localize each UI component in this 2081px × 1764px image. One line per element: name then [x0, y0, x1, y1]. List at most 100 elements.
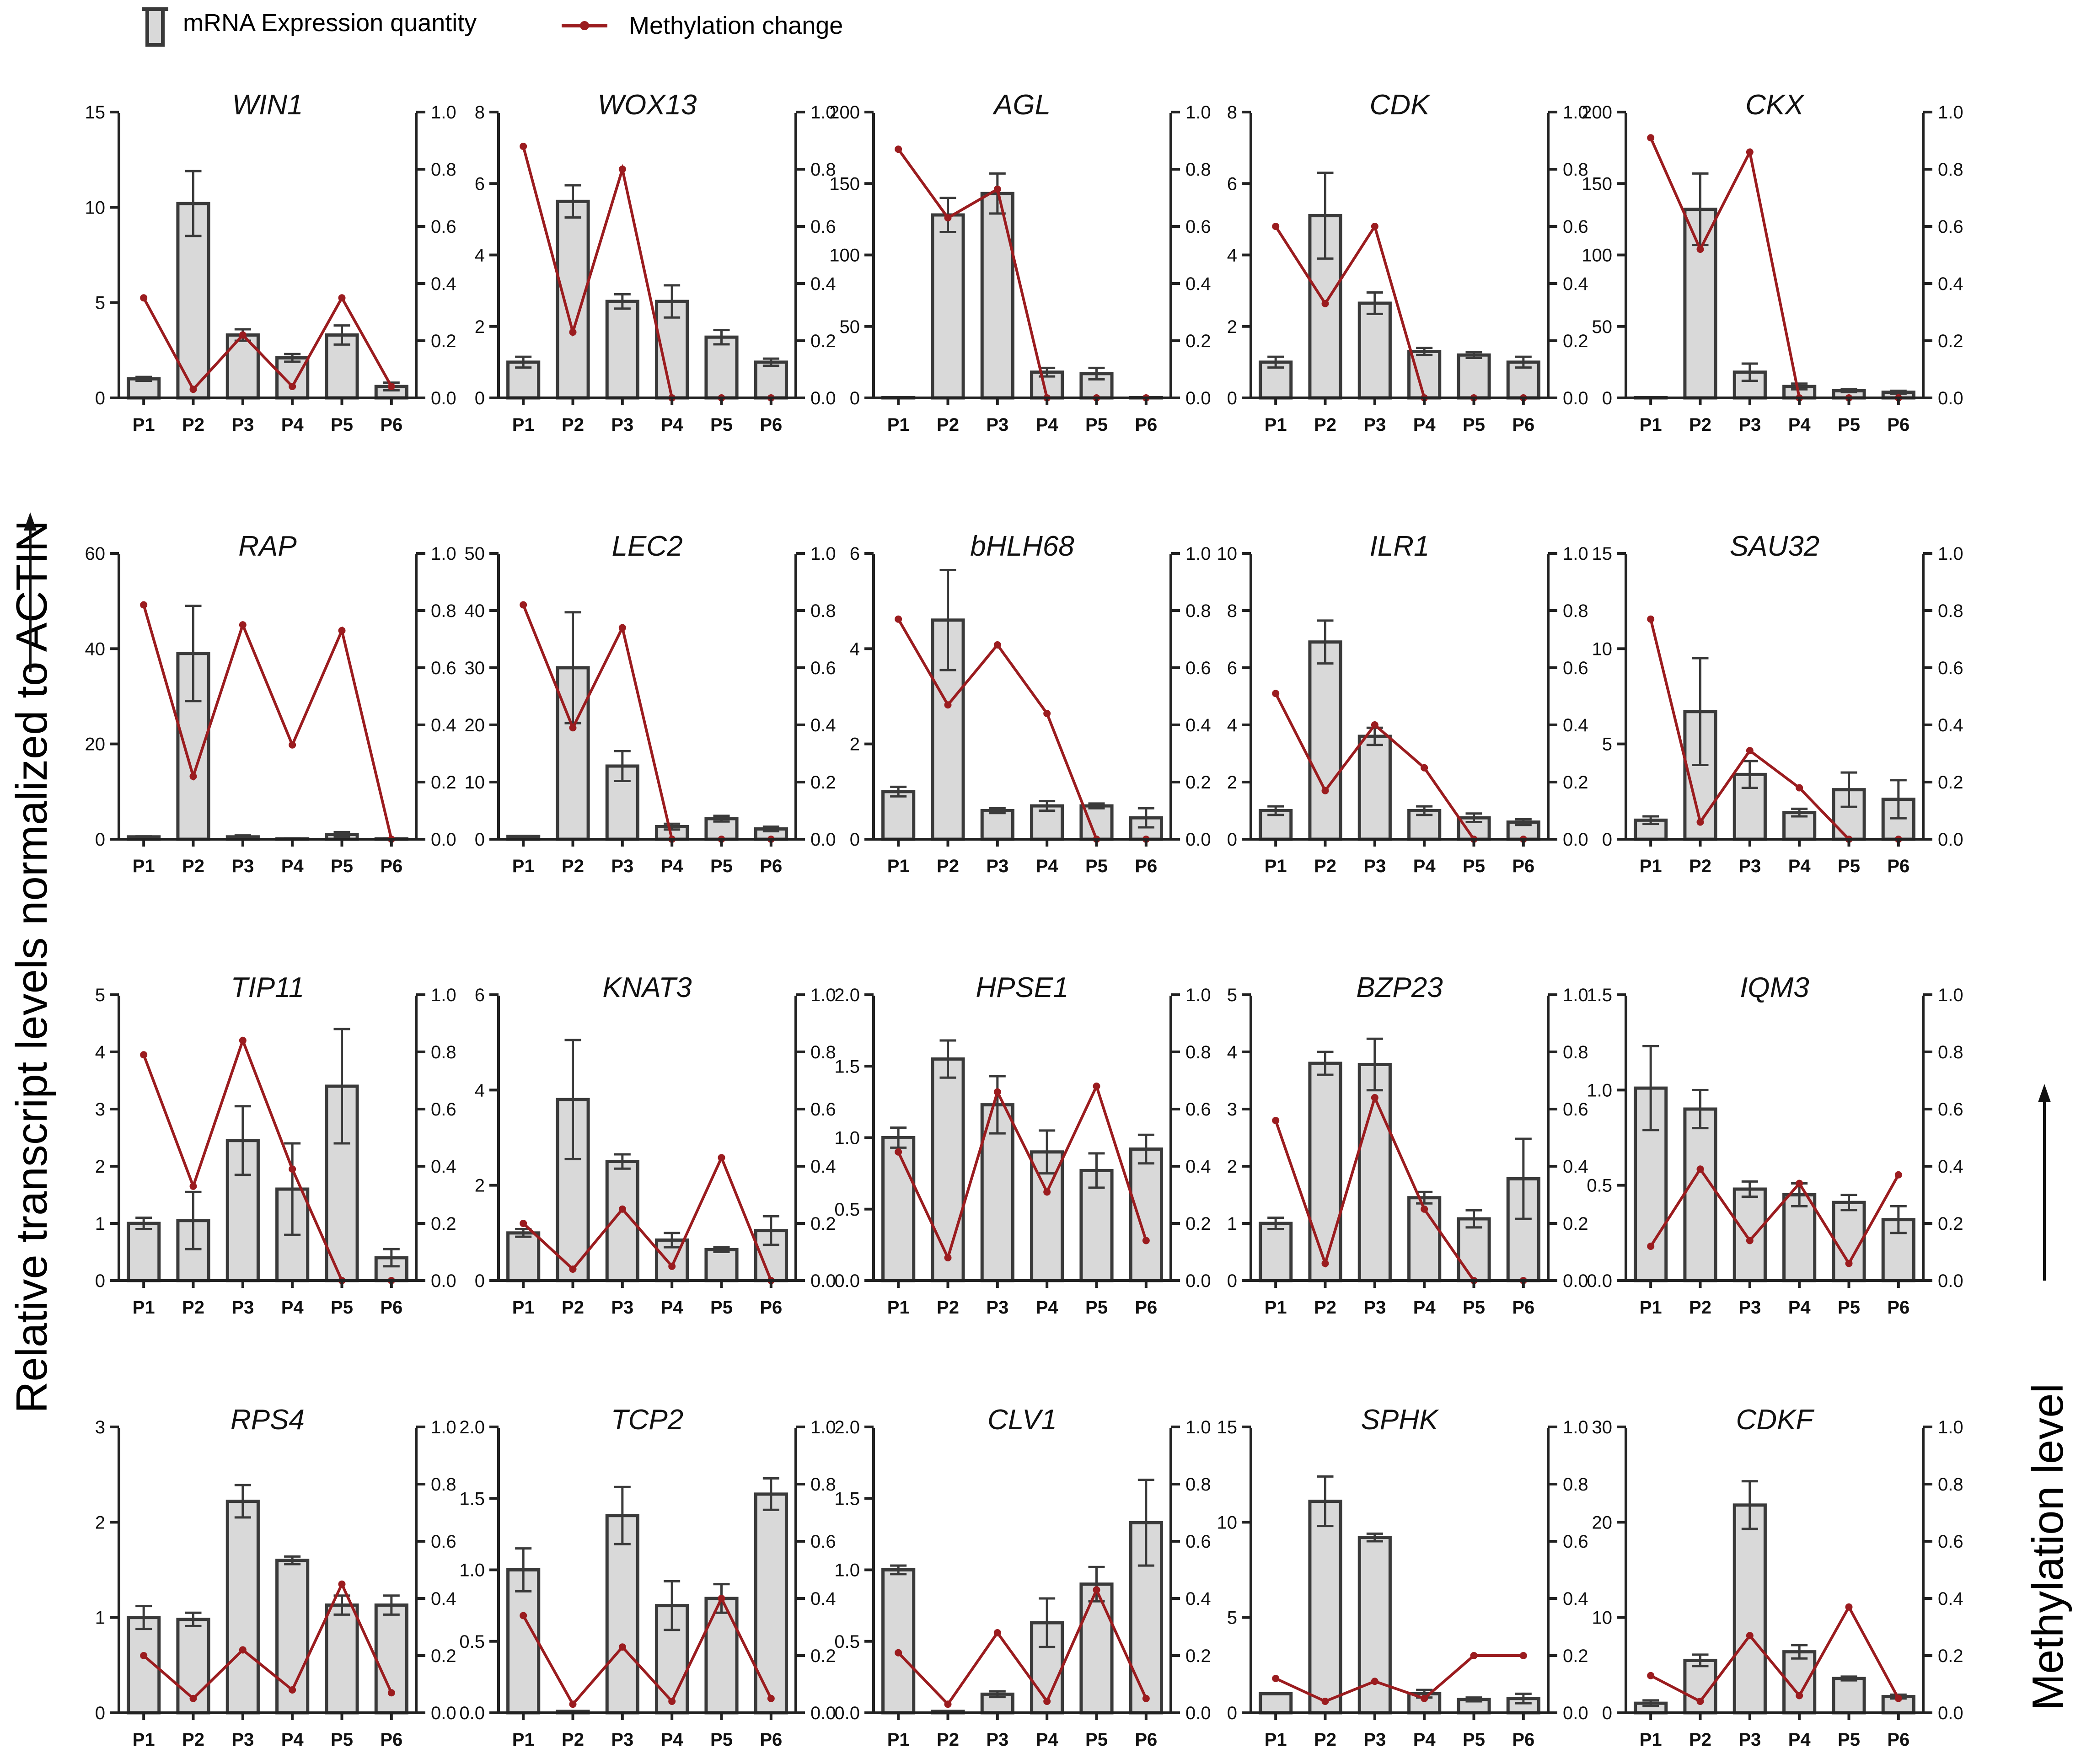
right-tick-label: 0.8 — [1563, 160, 1588, 180]
x-tick-label: P4 — [281, 1298, 304, 1318]
methylation-point — [895, 1649, 902, 1657]
x-tick-label: P4 — [1788, 1730, 1811, 1750]
methylation-point — [1321, 300, 1329, 307]
chart-title: IQM3 — [1740, 972, 1809, 1003]
bar — [704, 1597, 739, 1715]
x-tick-label: P3 — [1363, 415, 1386, 435]
methylation-point — [993, 641, 1001, 649]
left-tick-label: 1 — [1227, 1214, 1237, 1234]
x-tick-label: P2 — [182, 415, 204, 435]
left-tick-label: 1.5 — [459, 1489, 485, 1509]
methylation-line — [142, 295, 393, 392]
left-tick-label: 2 — [1227, 317, 1237, 337]
right-tick-label: 0.6 — [1938, 217, 1963, 237]
x-tick-label: P2 — [1689, 1298, 1711, 1318]
right-tick-label: 0.0 — [810, 1271, 836, 1291]
x-tick-label: P3 — [231, 1730, 254, 1750]
left-tick-label: 6 — [475, 174, 485, 194]
right-tick-label: 0.4 — [1938, 1589, 1963, 1609]
methylation-point — [1696, 1698, 1704, 1705]
right-tick-label: 0.8 — [810, 601, 836, 621]
right-tick-label: 0.0 — [810, 388, 836, 408]
bar — [881, 1136, 916, 1282]
right-axis-title-group: Methylation level — [2023, 1084, 2072, 1710]
x-tick-label: P2 — [1689, 415, 1711, 435]
chart-panel-bzp23: BZP23 0 1 2 3 4 5 0.0 0.2 0.4 0.6 0.8 1.0 P1 P2 P3 P4 P5 P… — [1227, 972, 1588, 1318]
x-tick-label: P6 — [380, 415, 402, 435]
methylation-point — [993, 1088, 1001, 1096]
right-tick-label: 0.0 — [1938, 830, 1963, 850]
right-tick-label: 0.0 — [1185, 388, 1211, 408]
right-tick-label: 0.8 — [1938, 160, 1963, 180]
right-tick-label: 0.2 — [431, 772, 456, 793]
chart-panel-tcp2: TCP2 0.0 0.5 1.0 1.5 2.0 0.0 0.2 0.4 0.6 0.8 1.0 P1 P… — [459, 1404, 836, 1750]
right-tick-label: 0.2 — [810, 1214, 836, 1234]
x-tick-label: P4 — [1036, 1298, 1059, 1318]
right-tick-label: 0.2 — [1185, 1214, 1211, 1234]
x-tick-label: P2 — [937, 1298, 959, 1318]
left-tick-label: 2.0 — [834, 985, 860, 1005]
chart-title: bHLH68 — [970, 531, 1074, 562]
right-tick-label: 0.6 — [1563, 1099, 1588, 1120]
right-axis-title: Methylation level — [2023, 1383, 2072, 1710]
right-tick-label: 0.4 — [1938, 274, 1963, 294]
x-tick-label: P5 — [1838, 856, 1860, 876]
chart-title: KNAT3 — [602, 972, 692, 1003]
bar — [1079, 1169, 1114, 1282]
left-tick-label: 0 — [95, 1703, 105, 1723]
left-tick-label: 2.0 — [459, 1417, 485, 1437]
bar — [1259, 1692, 1293, 1715]
x-tick-label: P2 — [1689, 1730, 1711, 1750]
x-tick-label: P6 — [1512, 1730, 1534, 1750]
methylation-point — [1093, 1586, 1100, 1594]
methylation-point — [520, 1612, 527, 1619]
bar — [754, 360, 788, 400]
chart-title: AGL — [992, 89, 1051, 121]
right-tick-label: 0.6 — [431, 1099, 456, 1120]
bar — [1457, 353, 1491, 400]
left-tick-label: 0.5 — [1587, 1176, 1612, 1196]
methylation-point — [618, 1643, 626, 1651]
left-tick-label: 30 — [465, 658, 485, 678]
left-tick-label: 2 — [95, 1512, 105, 1533]
x-tick-label: P6 — [1135, 1298, 1157, 1318]
x-tick-label: P5 — [1085, 415, 1108, 435]
legend-line-label: Methylation change — [629, 12, 843, 39]
chart-title: BZP23 — [1356, 972, 1443, 1003]
bar — [1732, 1503, 1767, 1715]
left-tick-label: 0.5 — [459, 1632, 485, 1652]
x-tick-label: P1 — [512, 415, 535, 435]
x-tick-label: P3 — [231, 1298, 254, 1318]
bar — [881, 1568, 916, 1715]
bar — [931, 213, 965, 400]
chart-title: SPHK — [1361, 1404, 1439, 1436]
right-tick-label: 0.4 — [1185, 274, 1211, 294]
methylation-point — [189, 1182, 197, 1190]
right-tick-label: 0.8 — [431, 1474, 456, 1495]
x-tick-label: P3 — [986, 1298, 1008, 1318]
right-tick-label: 0.2 — [1938, 1646, 1963, 1666]
methylation-point — [1142, 1694, 1150, 1702]
x-tick-label: P1 — [512, 1730, 535, 1750]
methylation-line — [897, 1586, 1148, 1706]
bar — [980, 192, 1014, 400]
x-tick-label: P1 — [1265, 415, 1287, 435]
methylation-point — [1796, 1692, 1803, 1700]
left-tick-label: 10 — [1217, 1512, 1238, 1533]
methylation-point — [618, 166, 626, 173]
left-tick-label: 0 — [95, 388, 105, 408]
x-tick-label: P5 — [331, 856, 353, 876]
chart-title: TCP2 — [611, 1404, 683, 1436]
x-tick-label: P6 — [760, 1730, 782, 1750]
x-tick-label: P4 — [661, 415, 684, 435]
x-tick-label: P3 — [611, 1298, 633, 1318]
right-tick-label: 1.0 — [1563, 102, 1588, 123]
left-axis-title-group: Relative transcript levels normalized to… — [7, 512, 56, 1413]
right-tick-label: 0.8 — [810, 160, 836, 180]
chart-panel-clv1: CLV1 0.0 0.5 1.0 1.5 2.0 0.0 0.2 0.4 0.6 0.8 1.0 P1 P… — [834, 1404, 1211, 1750]
methylation-point — [1746, 148, 1754, 156]
x-tick-label: P1 — [133, 856, 155, 876]
left-tick-label: 0 — [1602, 1703, 1612, 1723]
bar — [1881, 1218, 1915, 1282]
left-tick-label: 0 — [1227, 388, 1237, 408]
